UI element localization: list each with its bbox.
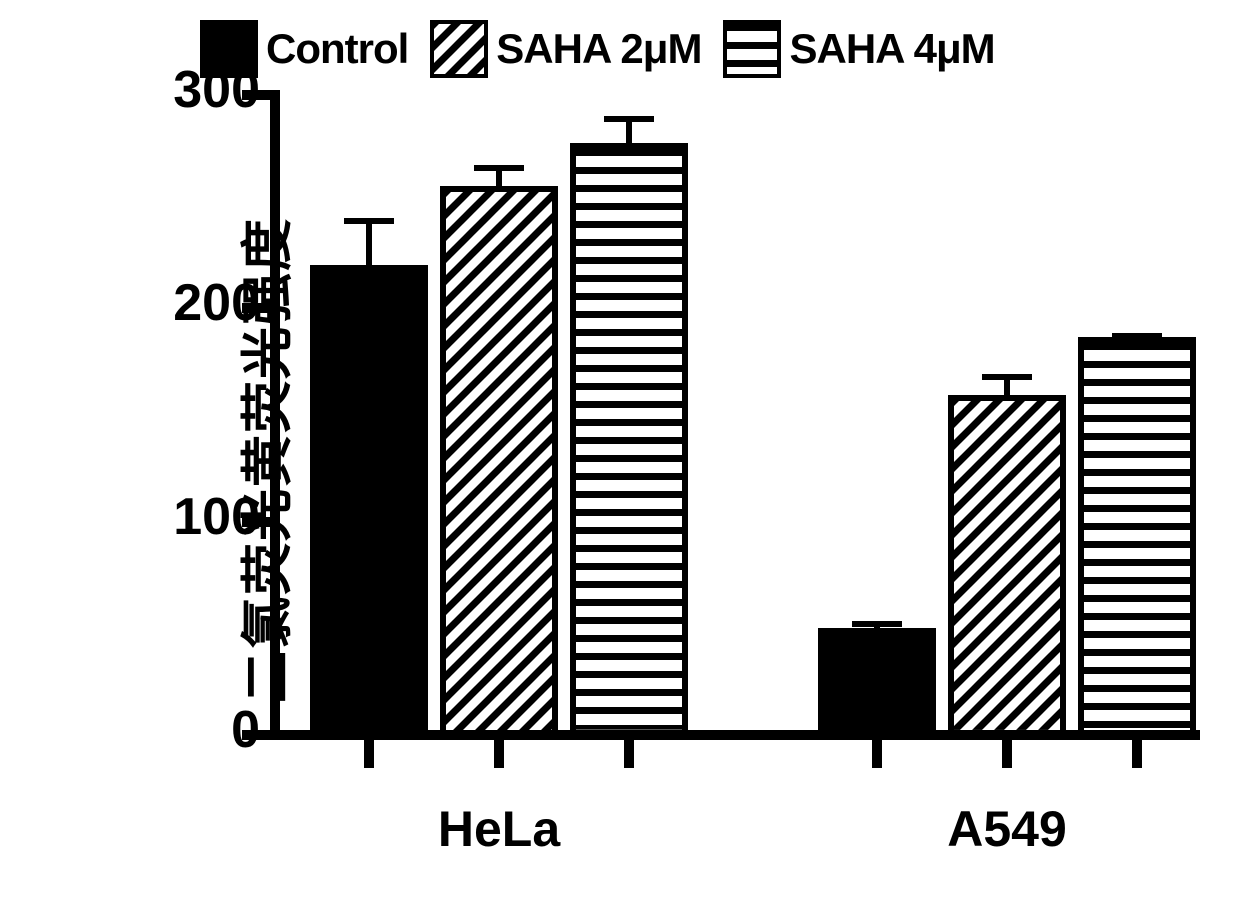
x-tick <box>872 740 882 768</box>
legend-item-saha2: SAHA 2μM <box>430 20 701 78</box>
bar-A549-SAHA4μM <box>1078 337 1196 730</box>
error-cap <box>344 218 394 224</box>
bar-A549-SAHA2μM <box>948 395 1066 730</box>
y-tick-label: 100 <box>120 487 260 547</box>
horizontal-stripe-icon <box>723 20 781 78</box>
y-tick-label: 300 <box>120 60 260 120</box>
bar-A549-Control <box>818 628 936 730</box>
y-axis <box>270 90 280 740</box>
x-tick <box>1132 740 1142 768</box>
bar-HeLa-SAHA4μM <box>570 143 688 730</box>
y-tick-label: 0 <box>120 700 260 760</box>
x-tick <box>364 740 374 768</box>
x-category-label: A549 <box>907 800 1107 858</box>
error-cap <box>852 621 902 627</box>
error-cap <box>474 165 524 171</box>
error-whisker <box>366 218 372 265</box>
diagonal-hatch-icon <box>430 20 488 78</box>
error-cap <box>604 116 654 122</box>
x-tick <box>494 740 504 768</box>
bar-HeLa-Control <box>310 265 428 730</box>
legend: Control SAHA 2μM SAHA 4μM <box>200 20 995 78</box>
error-cap <box>1112 333 1162 339</box>
bar-HeLa-SAHA2μM <box>440 186 558 730</box>
bar-chart: Control SAHA 2μM SAHA 4μM 二氯荧光黄荧光强度 0100… <box>0 0 1240 906</box>
legend-label: SAHA 2μM <box>496 25 701 73</box>
error-cap <box>982 374 1032 380</box>
legend-label: Control <box>266 25 408 73</box>
x-tick <box>624 740 634 768</box>
plot-area: 0100200300 HeLaA549 <box>180 90 1200 780</box>
x-category-label: HeLa <box>399 800 599 858</box>
y-tick-label: 200 <box>120 273 260 333</box>
legend-label: SAHA 4μM <box>789 25 994 73</box>
x-tick <box>1002 740 1012 768</box>
x-axis <box>270 730 1200 740</box>
legend-item-saha4: SAHA 4μM <box>723 20 994 78</box>
